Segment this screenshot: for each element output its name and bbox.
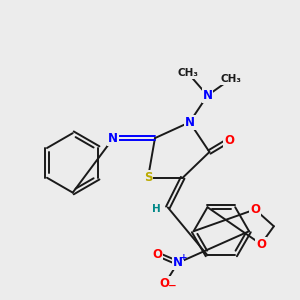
Text: +: + [180,254,188,262]
Text: O: O [224,134,234,147]
Text: H: H [152,204,160,214]
Text: CH₃: CH₃ [221,74,242,84]
Text: N: N [173,256,183,269]
Text: O: O [160,277,170,290]
Text: CH₃: CH₃ [177,68,198,78]
Text: N: N [184,116,195,129]
Text: O: O [250,203,260,216]
Text: O: O [152,248,162,260]
Text: N: N [202,89,212,102]
Text: S: S [144,171,152,184]
Text: −: − [167,281,176,291]
Text: O: O [256,238,266,250]
Text: N: N [108,132,118,145]
